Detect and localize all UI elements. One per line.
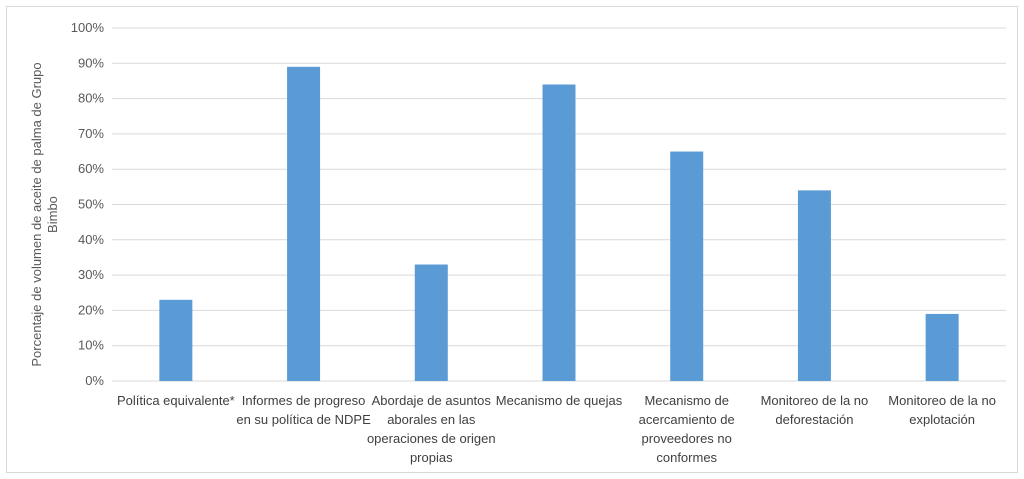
bar [670,151,704,381]
x-category-label: Política equivalente* [117,393,235,408]
y-axis-title-line: Bimbo [45,196,60,233]
y-tick-label: 50% [78,197,104,212]
x-category-label: Informes de progreso [242,393,366,408]
x-category-label: Monitoreo de la no [761,393,869,408]
x-category-label: conformes [656,450,717,465]
x-category-label: proveedores no [642,431,732,446]
x-category-label: deforestación [775,412,853,427]
x-category-label: operaciones de origen [367,431,496,446]
x-category-label: Mecanismo de [644,393,729,408]
x-category-label: aborales en las [387,412,476,427]
x-axis-labels: Política equivalente* Informes de progres… [117,393,996,465]
x-category-label: Monitoreo de la no [888,393,996,408]
x-category-label: en su política de NDPE [236,412,371,427]
x-category-label: propias [410,450,453,465]
y-tick-label: 20% [78,302,104,317]
bar [542,84,576,381]
x-category-label: explotación [909,412,975,427]
bar [797,190,831,381]
y-axis-title-line: Porcentaje de volumen de aceite de palma… [29,62,44,366]
y-tick-label: 10% [78,338,104,353]
x-category-label: Mecanismo de quejas [496,393,623,408]
bar [287,66,321,381]
x-category-label: acercamiento de [639,412,735,427]
bar [414,264,448,381]
y-tick-label: 80% [78,91,104,106]
y-tick-label: 40% [78,232,104,247]
bars [159,66,959,381]
y-tick-label: 90% [78,55,104,70]
bar [925,313,959,381]
y-axis-label: Porcentaje de volumen de aceite de palma… [29,62,60,366]
y-axis-ticks: 0% 10% 20% 30% 40% 50% 60% 70% 80% 90% 100% [71,20,105,388]
y-tick-label: 70% [78,126,104,141]
x-category-label: Abordaje de asuntos [372,393,492,408]
y-tick-label: 0% [85,373,104,388]
y-tick-label: 100% [71,20,105,35]
y-tick-label: 60% [78,161,104,176]
bar [159,299,193,381]
y-tick-label: 30% [78,267,104,282]
